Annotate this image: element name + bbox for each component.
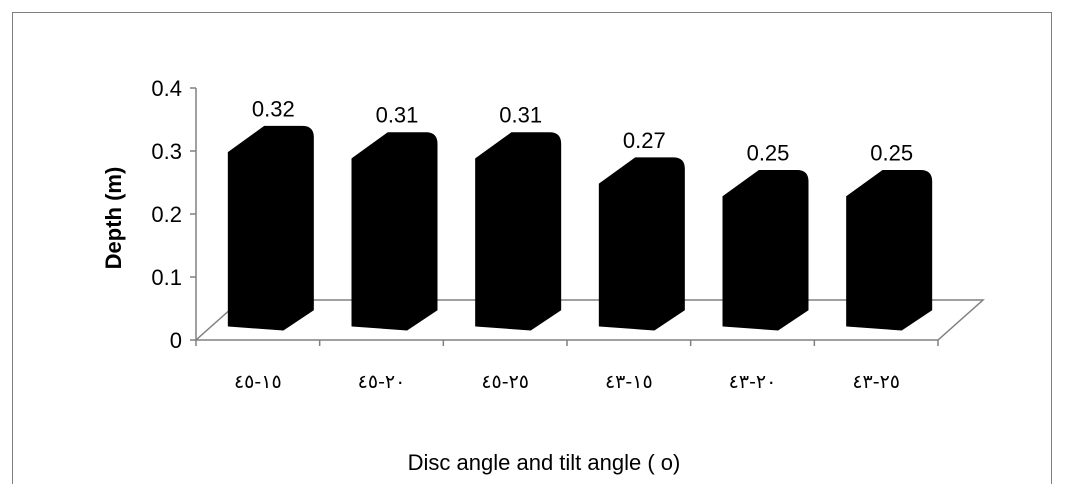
data-label-3: 0.27 <box>623 128 666 153</box>
bar-0 <box>227 125 314 331</box>
bar-5 <box>846 170 933 331</box>
category-label-3: ١٥-٤٣ <box>605 371 653 393</box>
category-label-5: ٢٥-٤٣ <box>852 371 900 393</box>
bar-4 <box>722 170 809 331</box>
category-label-1: ٢٠-٤٥ <box>358 371 406 393</box>
x-axis-title: Disc angle and tilt angle ( o) <box>408 450 681 475</box>
category-label-2: ٢٥-٤٥ <box>481 371 529 393</box>
data-label-4: 0.25 <box>747 141 790 166</box>
y-tick-label: 0.3 <box>151 139 182 164</box>
labels: 0.32 ١٥-٤٥ 0.31 ٢٠-٤٥ 0.31 ٢٥-٤٥ 0.27 ١٥-٤٣ 0.25… <box>234 96 913 393</box>
y-axis-title: Depth (m) <box>101 167 126 270</box>
data-label-1: 0.31 <box>376 103 419 128</box>
bar-1 <box>351 132 438 331</box>
data-label-5: 0.25 <box>870 141 913 166</box>
category-label-4: ٢٠-٤٣ <box>729 371 777 393</box>
data-label-0: 0.32 <box>252 96 295 121</box>
bar-3 <box>598 157 685 331</box>
bars <box>227 125 933 331</box>
y-tick-label: 0 <box>170 328 182 353</box>
category-label-0: ١٥-٤٥ <box>234 371 282 393</box>
y-tick-label: 0.4 <box>151 76 182 101</box>
y-tick-label: 0.1 <box>151 265 182 290</box>
data-label-2: 0.31 <box>499 103 542 128</box>
bar-2 <box>475 132 562 331</box>
chart-frame <box>12 12 1052 484</box>
y-tick-label: 0.2 <box>151 202 182 227</box>
